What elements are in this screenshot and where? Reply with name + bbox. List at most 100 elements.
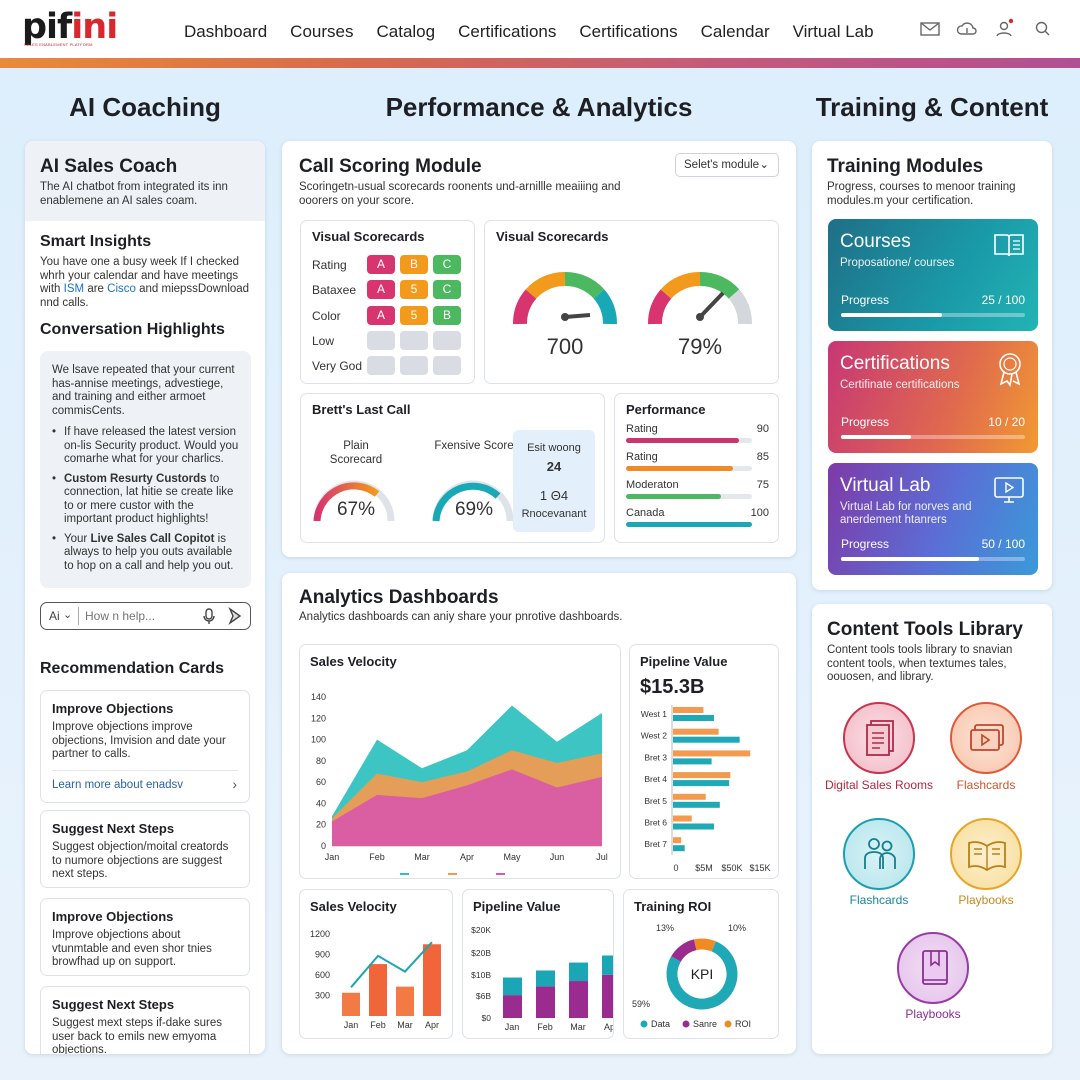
virtual-lab-tile[interactable]: Virtual Lab Virtual Lab for norves and a… xyxy=(828,463,1038,575)
conversation-box: We lsave repeated that your current has-… xyxy=(40,351,251,588)
bar xyxy=(673,736,740,743)
legend-swatch xyxy=(400,873,409,875)
pct-label: 13% xyxy=(656,923,674,933)
pipeline-value-2-title: Pipeline Value xyxy=(473,899,561,914)
sales-velocity-2-panel: Sales Velocity 300 600 900 1200 Jan Feb Mar Apr xyxy=(299,889,453,1039)
smart-insights-text: You have one a busy week If I checked wh… xyxy=(40,256,250,309)
performance-row-label: Canada xyxy=(626,507,665,519)
x-tick-label: $5M xyxy=(695,863,713,873)
nav-virtual-lab[interactable]: Virtual Lab xyxy=(792,22,874,41)
grade-pill: C xyxy=(433,255,461,274)
y-tick-label: $10B xyxy=(471,970,491,980)
highlight-bullet-2: • Custom Resurty Custords to connection, … xyxy=(52,472,234,526)
chevron-right-icon[interactable]: › xyxy=(232,776,237,792)
visual-scorecards-gauges: Visual Scorecards 700 79% xyxy=(484,220,779,384)
legend-label: Data xyxy=(651,1019,670,1029)
performance-row-label: Rating xyxy=(626,451,658,463)
module-select-value: Selet's module xyxy=(684,159,760,171)
y-tick-label: 40 xyxy=(316,798,326,808)
sales-velocity-panel: Sales Velocity 0 20 40 60 80 100 120 140 Jan Feb M… xyxy=(299,644,621,879)
digital-sales-rooms-tool[interactable] xyxy=(843,702,915,774)
chat-mode-select[interactable]: Ai xyxy=(49,609,60,623)
stats-box-value: 24 xyxy=(546,459,562,474)
nav-calendar[interactable]: Calendar xyxy=(700,22,770,41)
rec-2-title: Suggest Next Steps xyxy=(52,821,175,836)
sales-velocity-2-chart: 300 600 900 1200 Jan Feb Mar Apr xyxy=(310,929,441,1030)
nav-catalog[interactable]: Catalog xyxy=(376,22,436,41)
chat-input[interactable] xyxy=(85,607,195,625)
chevron-down-icon[interactable]: ⌄ xyxy=(63,609,73,621)
playbooks-tool-1[interactable] xyxy=(950,818,1022,890)
grade-pill: A xyxy=(367,280,395,300)
performance-bar xyxy=(626,494,752,499)
y-tick-label: 20 xyxy=(316,820,326,830)
grade-pill xyxy=(367,356,395,376)
certifications-progress-value: 10 / 20 xyxy=(988,415,1025,429)
open-book-icon xyxy=(968,841,1006,872)
highlight-bullet-1: • If have released the latest version on-… xyxy=(52,426,239,465)
video-card-icon xyxy=(970,724,1004,751)
module-select[interactable]: Selet's module ⌄ xyxy=(675,153,779,177)
mail-icon[interactable] xyxy=(919,18,941,40)
y-tick-label: 300 xyxy=(315,991,330,1001)
recommendation-card-1[interactable]: Improve Objections Improve objections im… xyxy=(40,690,250,803)
training-roi-chart: KPI 13% 10% 59%Data Sanre ROI xyxy=(632,923,751,1029)
smart-insights-title: Smart Insights xyxy=(40,233,152,250)
legend-label: Bret 4 xyxy=(510,873,533,875)
user-icon[interactable] xyxy=(993,18,1015,40)
search-icon[interactable] xyxy=(1032,18,1054,40)
nav-courses[interactable]: Courses xyxy=(290,22,354,41)
playbooks-tool-2[interactable] xyxy=(897,932,969,1004)
send-icon[interactable] xyxy=(226,606,244,626)
legend-label: Bret 2 xyxy=(462,873,485,875)
stats-box-value-2: 1 Θ4 xyxy=(539,488,569,503)
performance-bar xyxy=(626,466,752,471)
flashcards-label-1: Flashcards xyxy=(956,778,1016,792)
performance-bar xyxy=(626,522,752,527)
recommendation-card-2[interactable]: Suggest Next Steps Suggest objection/moi… xyxy=(40,810,250,888)
legend-label: Sanre xyxy=(693,1019,717,1029)
pipeline-value-title: Pipeline Value xyxy=(640,654,728,669)
visual-scorecards-title: Visual Scorecards xyxy=(312,229,425,244)
bar xyxy=(673,715,714,721)
nav-certifications-2[interactable]: Certifications xyxy=(579,22,678,41)
playbooks-label-1: Playbooks xyxy=(958,893,1014,907)
x-tick-label: Jan xyxy=(505,1022,520,1032)
y-tick-label: 1200 xyxy=(310,929,330,939)
conversation-highlights-title: Conversation Highlights xyxy=(40,321,225,338)
cloud-icon[interactable] xyxy=(956,18,978,40)
rec-4-title: Suggest Next Steps xyxy=(52,997,175,1012)
y-tick-label: Bret 4 xyxy=(644,774,667,784)
nav-dashboard[interactable]: Dashboard xyxy=(184,22,268,41)
y-tick-label: 80 xyxy=(316,756,326,766)
courses-progress-label: Progress xyxy=(841,293,890,307)
legend-label: Bret1 xyxy=(414,873,435,875)
plain-scorecard-value: 67% xyxy=(336,499,376,520)
pipeline-value-total: $15.3B xyxy=(640,676,705,698)
chat-input-bar[interactable]: Ai ⌄ xyxy=(40,602,251,630)
recommendation-card-3[interactable]: Improve Objections Improve objections ab… xyxy=(40,898,250,976)
pct-label: 59% xyxy=(632,999,650,1009)
nav-certifications[interactable]: Certifications xyxy=(458,22,557,41)
courses-tile[interactable]: Courses Proposatione/ courses Progress 2… xyxy=(828,219,1038,331)
virtual-lab-tile-sub: Virtual Lab for norves and anerdement ht… xyxy=(840,501,972,526)
logo[interactable]: pifini xyxy=(22,8,118,46)
y-tick-label: 0 xyxy=(321,841,326,851)
y-tick-label: 600 xyxy=(315,970,330,980)
grade-row-label: Very God xyxy=(312,359,363,374)
flashcards-tool-2[interactable] xyxy=(843,818,915,890)
grade-row-label: Color xyxy=(312,308,341,323)
recommendation-card-4[interactable]: Suggest Next Steps Suggest mext steps if… xyxy=(40,986,250,1054)
grade-pill: A xyxy=(367,305,395,325)
col-title-performance: Performance & Analytics xyxy=(385,92,693,122)
microphone-icon[interactable] xyxy=(201,607,217,625)
y-tick-label: 900 xyxy=(315,950,330,960)
x-tick-label: Jul xyxy=(596,852,608,862)
flashcards-tool-1[interactable] xyxy=(950,702,1022,774)
certifications-tile[interactable]: Certifications Certifinate certification… xyxy=(828,341,1038,453)
rec-1-link[interactable]: Learn more about enadsv xyxy=(52,779,184,791)
y-tick-label: $20B xyxy=(471,948,491,958)
y-tick-label: 100 xyxy=(311,735,326,745)
top-bar xyxy=(0,0,1080,58)
call-scoring-card: Call Scoring Module Scoringetn-usual sco… xyxy=(282,141,796,557)
